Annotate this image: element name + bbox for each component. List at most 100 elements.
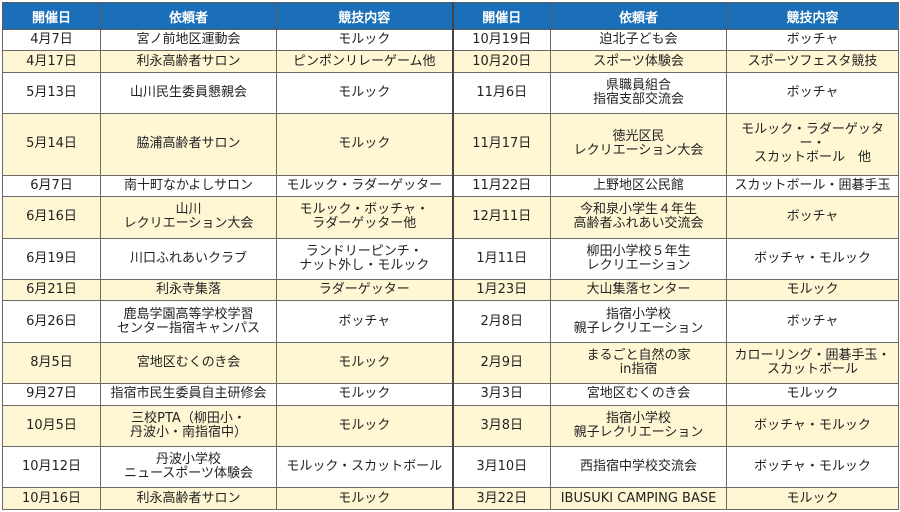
cell-requester-2: IBUSUKI CAMPING BASE [550, 487, 727, 510]
table-row: 9月27日 指宿市民生委員自主研修会 モルック 3月3日 宮地区むくのき会 モルック [2, 383, 899, 406]
cell-date-1: 4月17日 [2, 50, 101, 73]
cell-requester-1: 鹿島学園高等学校学習 センター指宿キャンパス [100, 300, 277, 343]
table-row: 6月21日 利永寺集落 ラダーゲッター 1月23日 大山集落センター モルック [2, 278, 899, 302]
cell-content-2: ボッチャ・モルック [726, 446, 899, 489]
cell-content-2: スカットボール・囲碁手玉 [726, 174, 899, 198]
table-row: 8月5日 宮地区むくのき会 モルック 2月9日 まるごと自然の家 in指宿 カローリング・… [2, 341, 899, 385]
cell-requester-1: 宮地区むくのき会 [100, 341, 277, 385]
cell-requester-2: 指宿小学校 親子レクリエーション [550, 300, 727, 343]
table-row: 4月17日 利永高齢者サロン ピンポンリレーゲーム他 10月20日 スポーツ体験会 スポー… [2, 50, 899, 73]
cell-requester-1: 南十町なかよしサロン [100, 174, 277, 198]
cell-content-2: ボッチャ [726, 196, 899, 239]
cell-date-1: 4月7日 [2, 28, 101, 52]
cell-requester-1: 丹波小学校 ニュースポーツ体験会 [100, 446, 277, 489]
cell-requester-2: 指宿小学校 親子レクリエーション [550, 404, 727, 448]
cell-content-1: モルック [276, 341, 454, 385]
cell-date-2: 3月3日 [452, 383, 551, 406]
cell-date-2: 3月22日 [452, 487, 551, 510]
cell-content-2: スポーツフェスタ競技 [726, 50, 899, 73]
cell-content-1: モルック [276, 113, 454, 176]
cell-date-1: 5月14日 [2, 113, 101, 176]
cell-content-1: ピンポンリレーゲーム他 [276, 50, 454, 73]
cell-content-2: カローリング・囲碁手玉・ スカットボール [726, 341, 899, 385]
cell-content-2: ボッチャ [726, 71, 899, 115]
cell-date-1: 6月21日 [2, 278, 101, 302]
cell-content-2: モルック [726, 487, 899, 510]
cell-date-1: 9月27日 [2, 383, 101, 406]
cell-requester-2: 柳田小学校５年生 レクリエーション [550, 237, 727, 280]
cell-date-2: 1月23日 [452, 278, 551, 302]
cell-date-1: 10月16日 [2, 487, 101, 510]
cell-requester-1: 宮ノ前地区運動会 [100, 28, 277, 52]
cell-content-2: ボッチャ [726, 300, 899, 343]
cell-date-2: 11月22日 [452, 174, 551, 198]
cell-content-1: ランドリーピンチ・ ナット外し・モルック [276, 237, 454, 280]
cell-content-1: モルック・ラダーゲッター [276, 174, 454, 198]
header-date-2: 開催日 [452, 2, 551, 30]
cell-content-2: ボッチャ・モルック [726, 404, 899, 448]
cell-content-2: モルック [726, 383, 899, 406]
table-row: 10月12日 丹波小学校 ニュースポーツ体験会 モルック・スカットボール 3月10日西… [2, 446, 899, 489]
cell-requester-2: 今和泉小学生４年生 高齢者ふれあい交流会 [550, 196, 727, 239]
cell-date-2: 1月11日 [452, 237, 551, 280]
table-row: 5月14日 脇浦高齢者サロン モルック 11月17日 徳光区民 レクリエーション大会 モル… [2, 113, 899, 176]
cell-requester-2: 大山集落センター [550, 278, 727, 302]
cell-date-1: 10月12日 [2, 446, 101, 489]
cell-date-1: 10月5日 [2, 404, 101, 448]
header-requester-1: 依頼者 [100, 2, 277, 30]
header-content-1: 競技内容 [276, 2, 454, 30]
cell-date-2: 11月17日 [452, 113, 551, 176]
cell-date-1: 8月5日 [2, 341, 101, 385]
cell-date-2: 2月8日 [452, 300, 551, 343]
cell-date-1: 5月13日 [2, 71, 101, 115]
cell-content-2: ボッチャ・モルック [726, 237, 899, 280]
table-row: 5月13日 山川民生委員懇親会 モルック 11月6日 県職員組合 指宿支部交流会 ボッチャ [2, 71, 899, 115]
table-row: 10月5日 三校PTA（柳田小・ 丹波小・南指宿中） モルック 3月8日 指宿小学校 親… [2, 404, 899, 448]
cell-content-1: モルック・スカットボール [276, 446, 454, 489]
cell-requester-1: 山川 レクリエーション大会 [100, 196, 277, 239]
table-row: 6月7日 南十町なかよしサロン モルック・ラダーゲッター 11月22日 上野地区公民館ス… [2, 174, 899, 198]
cell-date-2: 2月9日 [452, 341, 551, 385]
cell-requester-2: 迫北子ども会 [550, 28, 727, 52]
cell-content-2: モルック・ラダーゲッター・ スカットボール 他 [726, 113, 899, 176]
cell-requester-2: スポーツ体験会 [550, 50, 727, 73]
cell-date-1: 6月16日 [2, 196, 101, 239]
cell-date-2: 10月19日 [452, 28, 551, 52]
cell-requester-2: 西指宿中学校交流会 [550, 446, 727, 489]
cell-content-1: ラダーゲッター [276, 278, 454, 302]
cell-date-2: 11月6日 [452, 71, 551, 115]
cell-requester-1: 指宿市民生委員自主研修会 [100, 383, 277, 406]
table-row: 4月7日 宮ノ前地区運動会 モルック 10月19日 迫北子ども会 ボッチャ [2, 28, 899, 52]
cell-requester-2: 上野地区公民館 [550, 174, 727, 198]
cell-content-1: モルック [276, 28, 454, 52]
cell-requester-1: 脇浦高齢者サロン [100, 113, 277, 176]
cell-requester-1: 利永高齢者サロン [100, 487, 277, 510]
cell-date-1: 6月7日 [2, 174, 101, 198]
cell-date-2: 10月20日 [452, 50, 551, 73]
cell-requester-1: 三校PTA（柳田小・ 丹波小・南指宿中） [100, 404, 277, 448]
table-row: 6月19日 川口ふれあいクラブ ランドリーピンチ・ ナット外し・モルック 1月11日柳… [2, 237, 899, 280]
table-row: 6月16日 山川 レクリエーション大会 モルック・ボッチャ・ ラダーゲッター他 12月… [2, 196, 899, 239]
cell-date-2: 3月8日 [452, 404, 551, 448]
cell-requester-2: 宮地区むくのき会 [550, 383, 727, 406]
header-requester-2: 依頼者 [550, 2, 727, 30]
cell-requester-2: まるごと自然の家 in指宿 [550, 341, 727, 385]
cell-requester-1: 利永高齢者サロン [100, 50, 277, 73]
table-body: 4月7日 宮ノ前地区運動会 モルック 10月19日 迫北子ども会 ボッチャ 4月17日 利永高… [2, 28, 899, 510]
cell-requester-1: 山川民生委員懇親会 [100, 71, 277, 115]
cell-content-1: モルック [276, 487, 454, 510]
cell-content-1: ボッチャ [276, 300, 454, 343]
table-row: 6月26日 鹿島学園高等学校学習 センター指宿キャンパス ボッチャ 2月8日 指宿小学校… [2, 300, 899, 343]
cell-content-1: モルック・ボッチャ・ ラダーゲッター他 [276, 196, 454, 239]
cell-content-1: モルック [276, 383, 454, 406]
cell-content-1: モルック [276, 404, 454, 448]
header-content-2: 競技内容 [726, 2, 899, 30]
cell-date-1: 6月19日 [2, 237, 101, 280]
header-row: 開催日 依頼者 競技内容 開催日 依頼者 競技内容 [2, 2, 899, 30]
cell-date-1: 6月26日 [2, 300, 101, 343]
cell-content-2: ボッチャ [726, 28, 899, 52]
table-row: 10月16日 利永高齢者サロン モルック 3月22日 IBUSUKI CAMPING B… [2, 487, 899, 510]
cell-content-1: モルック [276, 71, 454, 115]
cell-content-2: モルック [726, 278, 899, 302]
